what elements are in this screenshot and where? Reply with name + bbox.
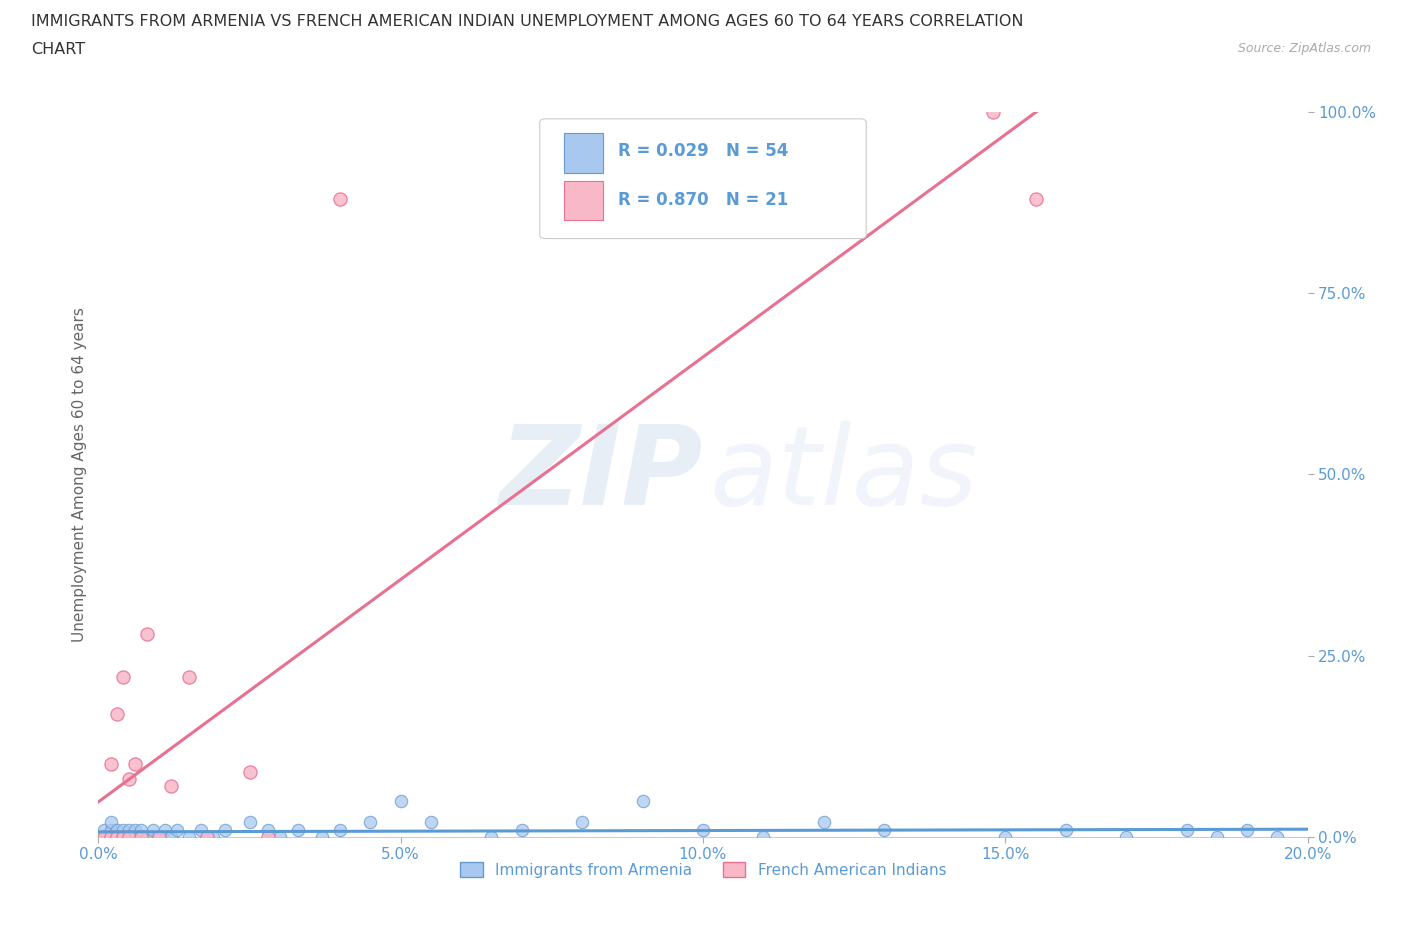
Point: [329, 192, 352, 206]
Point: [93, 830, 115, 844]
Text: CHART: CHART: [31, 42, 84, 57]
Point: [510, 822, 533, 837]
Point: [111, 830, 134, 844]
Point: [100, 830, 122, 844]
Point: [118, 822, 141, 837]
Point: [93, 830, 115, 844]
Point: [981, 104, 1004, 119]
FancyBboxPatch shape: [564, 180, 603, 220]
FancyBboxPatch shape: [564, 133, 603, 173]
Point: [105, 830, 128, 844]
Point: [752, 830, 775, 844]
Point: [190, 822, 212, 837]
Point: [1054, 822, 1077, 837]
Point: [1115, 830, 1137, 844]
Point: [100, 757, 122, 772]
Point: [124, 830, 146, 844]
Point: [111, 830, 134, 844]
Point: [135, 627, 157, 642]
Point: [311, 830, 333, 844]
Point: [135, 830, 157, 844]
Text: atlas: atlas: [709, 420, 977, 528]
Point: [1175, 822, 1198, 837]
Point: [100, 815, 122, 830]
Point: [571, 815, 593, 830]
Point: [256, 830, 278, 844]
Point: [111, 670, 134, 684]
Point: [129, 822, 152, 837]
Point: [420, 815, 443, 830]
Text: ZIP: ZIP: [499, 420, 703, 528]
Point: [160, 778, 183, 793]
Point: [105, 830, 128, 844]
Legend: Immigrants from Armenia, French American Indians: Immigrants from Armenia, French American…: [454, 856, 952, 884]
Point: [214, 822, 236, 837]
Point: [179, 830, 201, 844]
Text: R = 0.870   N = 21: R = 0.870 N = 21: [619, 191, 789, 209]
Point: [129, 830, 152, 844]
Point: [129, 830, 152, 844]
Point: [124, 757, 146, 772]
Point: [692, 822, 714, 837]
Point: [1236, 822, 1258, 837]
Point: [195, 830, 218, 844]
Point: [1206, 830, 1229, 844]
Point: [813, 815, 835, 830]
Point: [93, 822, 115, 837]
Point: [105, 706, 128, 721]
Point: [287, 822, 309, 837]
Point: [105, 822, 128, 837]
Point: [202, 830, 225, 844]
Text: Source: ZipAtlas.com: Source: ZipAtlas.com: [1237, 42, 1371, 55]
Point: [118, 830, 141, 844]
Point: [873, 822, 896, 837]
Point: [481, 830, 503, 844]
Point: [111, 822, 134, 837]
Point: [111, 830, 134, 844]
Point: [1267, 830, 1289, 844]
Point: [329, 822, 352, 837]
Point: [269, 830, 291, 844]
Point: [124, 822, 146, 837]
Point: [148, 830, 170, 844]
Point: [239, 764, 262, 779]
Point: [179, 670, 201, 684]
Point: [1024, 192, 1046, 206]
Point: [135, 830, 157, 844]
Point: [118, 830, 141, 844]
Point: [160, 830, 183, 844]
Point: [148, 830, 170, 844]
Point: [142, 822, 165, 837]
Point: [631, 793, 654, 808]
FancyBboxPatch shape: [540, 119, 866, 239]
Point: [360, 815, 382, 830]
Point: [100, 822, 122, 837]
Point: [153, 822, 176, 837]
Point: [118, 830, 141, 844]
Point: [389, 793, 412, 808]
Point: [105, 830, 128, 844]
Point: [994, 830, 1017, 844]
Text: IMMIGRANTS FROM ARMENIA VS FRENCH AMERICAN INDIAN UNEMPLOYMENT AMONG AGES 60 TO : IMMIGRANTS FROM ARMENIA VS FRENCH AMERIC…: [31, 14, 1024, 29]
Point: [166, 822, 188, 837]
Y-axis label: Unemployment Among Ages 60 to 64 years: Unemployment Among Ages 60 to 64 years: [72, 307, 87, 642]
Point: [239, 815, 262, 830]
Text: R = 0.029   N = 54: R = 0.029 N = 54: [619, 142, 789, 161]
Point: [100, 830, 122, 844]
Point: [118, 772, 141, 787]
Point: [124, 830, 146, 844]
Point: [256, 822, 278, 837]
